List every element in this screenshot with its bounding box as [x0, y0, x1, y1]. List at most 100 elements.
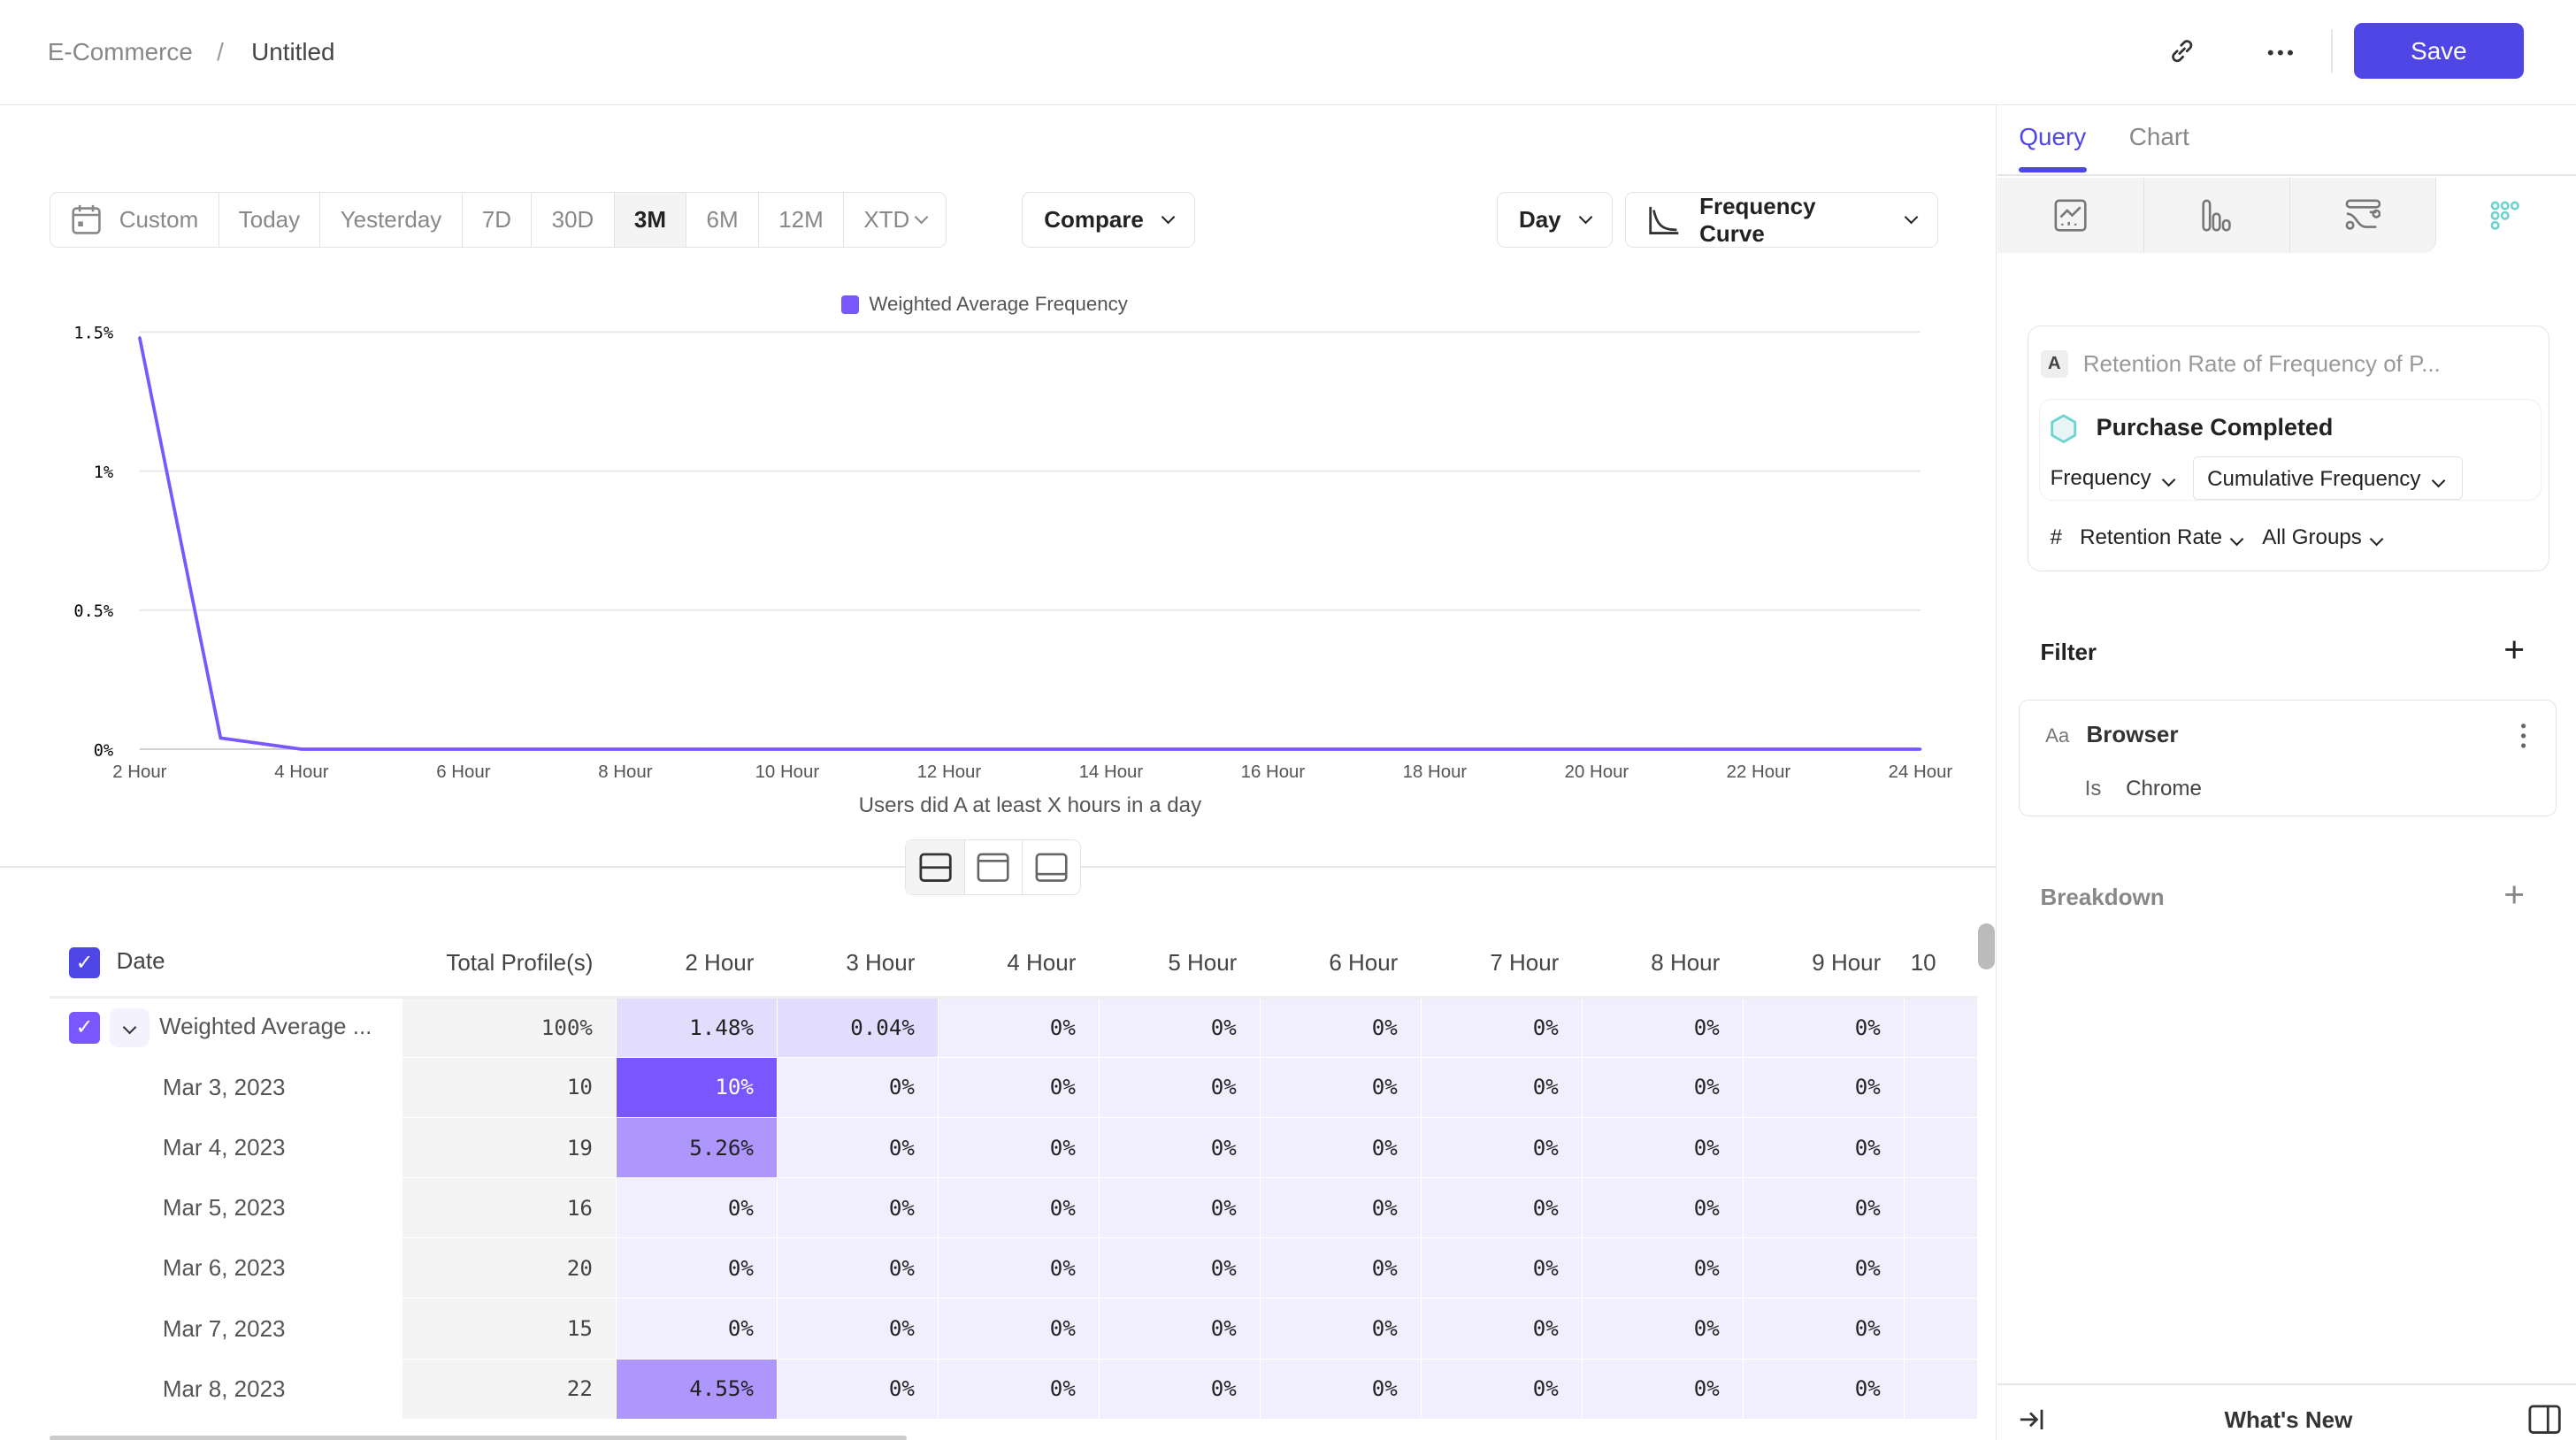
value-cell[interactable]: 0% [937, 1177, 1100, 1239]
value-cell[interactable]: 0% [615, 1177, 778, 1239]
breadcrumb-parent[interactable]: E-Commerce [47, 37, 193, 65]
data-point[interactable] [704, 747, 708, 751]
date-today-button[interactable]: Today [219, 193, 321, 248]
tab-query[interactable]: Query [2019, 123, 2087, 151]
filter-menu-icon[interactable] [2518, 723, 2528, 749]
value-cell[interactable]: 0% [615, 1298, 778, 1360]
value-cell[interactable] [1903, 1358, 1979, 1420]
compare-button[interactable]: Compare [1022, 192, 1196, 249]
value-cell[interactable]: 5.26% [615, 1117, 778, 1179]
value-cell[interactable]: 0% [937, 1358, 1100, 1420]
flows-tab[interactable] [2289, 177, 2437, 253]
legend-label[interactable]: Weighted Average Frequency [869, 292, 1128, 315]
table-row[interactable]: Mar 5, 2023 16 0% 0% 0% 0% 0% 0% 0% 0% [50, 1177, 1979, 1239]
value-cell[interactable]: 0% [1742, 1237, 1905, 1299]
column-header[interactable]: 7 Hour [1490, 948, 1560, 976]
filter-property[interactable]: Browser [2086, 721, 2179, 748]
layout-table-button[interactable] [1023, 840, 1080, 894]
data-point[interactable] [1028, 747, 1031, 751]
value-cell[interactable]: 0% [1420, 1117, 1583, 1179]
data-point[interactable] [1919, 747, 1922, 751]
value-cell[interactable]: 0% [1259, 1177, 1422, 1239]
value-cell[interactable]: 0% [1420, 1237, 1583, 1299]
events-tab[interactable] [2143, 177, 2290, 253]
value-cell[interactable] [1903, 1237, 1979, 1299]
metric-title[interactable]: Retention Rate of Frequency of P... [2082, 349, 2441, 377]
data-point[interactable] [380, 747, 384, 751]
value-cell[interactable]: 0% [937, 1237, 1100, 1299]
event-name[interactable]: Purchase Completed [2096, 413, 2334, 440]
date-6m-button[interactable]: 6M [686, 193, 759, 248]
value-cell[interactable] [1903, 1117, 1979, 1179]
value-cell[interactable]: 0% [1098, 1117, 1261, 1179]
value-cell[interactable]: 0% [1259, 996, 1422, 1058]
data-point[interactable] [786, 747, 789, 751]
chart-type-dropdown[interactable]: Frequency Curve [1624, 192, 1939, 249]
filter-operator[interactable]: Is [2084, 777, 2102, 801]
filter-card[interactable] [2019, 700, 2557, 816]
value-cell[interactable]: 0% [776, 1177, 939, 1239]
data-point[interactable] [300, 747, 303, 751]
data-point[interactable] [866, 747, 870, 751]
column-header[interactable]: 5 Hour [1168, 948, 1238, 976]
date-30d-button[interactable]: 30D [532, 193, 615, 248]
measure-dropdown[interactable]: Retention Rate [2080, 525, 2244, 550]
column-header[interactable]: 8 Hour [1651, 948, 1721, 976]
frequency-grid-icon[interactable] [2490, 201, 2526, 234]
value-cell[interactable] [1903, 1177, 1979, 1239]
column-header[interactable]: 3 Hour [846, 948, 916, 976]
data-point[interactable] [624, 747, 627, 751]
add-breakdown-icon[interactable]: + [2503, 873, 2526, 915]
filter-value[interactable]: Chrome [2126, 777, 2202, 801]
column-header[interactable]: Total Profile(s) [446, 948, 594, 976]
value-cell[interactable] [1903, 1298, 1979, 1360]
value-cell[interactable]: 0% [1420, 1056, 1583, 1119]
value-cell[interactable]: 0% [1742, 1177, 1905, 1239]
date-12m-button[interactable]: 12M [759, 193, 845, 248]
value-cell[interactable] [1903, 996, 1979, 1058]
value-cell[interactable]: 0% [937, 1298, 1100, 1360]
layout-split-button[interactable] [906, 839, 966, 895]
value-cell[interactable]: 0% [1742, 1056, 1905, 1119]
value-cell[interactable]: 0% [1098, 1056, 1261, 1119]
date-custom-button[interactable]: Custom [50, 193, 219, 248]
value-cell[interactable]: 0% [937, 1056, 1100, 1119]
value-cell[interactable]: 0% [1581, 1298, 1744, 1360]
value-cell[interactable]: 0% [1742, 1298, 1905, 1360]
value-cell[interactable]: 1.48% [615, 996, 778, 1058]
date-yesterday-button[interactable]: Yesterday [320, 193, 463, 248]
data-point[interactable] [1271, 747, 1275, 751]
value-cell[interactable]: 0% [1742, 996, 1905, 1058]
value-cell[interactable] [1903, 1056, 1979, 1119]
table-row[interactable]: Mar 8, 2023 22 4.55% 0% 0% 0% 0% 0% 0% 0% [50, 1358, 1979, 1420]
value-cell[interactable]: 0% [776, 1117, 939, 1179]
value-cell[interactable]: 0% [1420, 1298, 1583, 1360]
column-header[interactable]: 4 Hour [1007, 948, 1077, 976]
value-cell[interactable]: 0% [1098, 1358, 1261, 1420]
data-point[interactable] [1757, 747, 1760, 751]
value-cell[interactable]: 0% [1742, 1117, 1905, 1179]
column-header[interactable]: 10 [1910, 948, 1936, 976]
column-header[interactable]: ✓ Date [50, 930, 402, 997]
date-3m-button[interactable]: 3M [614, 193, 687, 248]
value-cell[interactable]: 0% [1581, 1358, 1744, 1420]
value-cell[interactable]: 0% [1259, 1117, 1422, 1179]
data-point[interactable] [1675, 747, 1679, 751]
value-cell[interactable]: 0% [1420, 996, 1583, 1058]
tab-chart[interactable]: Chart [2128, 123, 2189, 151]
value-cell[interactable]: 10% [615, 1056, 778, 1119]
groups-dropdown[interactable]: All Groups [2262, 525, 2384, 550]
value-cell[interactable]: 0% [615, 1237, 778, 1299]
value-cell[interactable]: 0% [776, 1056, 939, 1119]
vertical-scrollbar[interactable] [1977, 923, 1995, 969]
value-cell[interactable]: 0% [1581, 1117, 1744, 1179]
value-cell[interactable]: 0% [1259, 1237, 1422, 1299]
value-cell[interactable]: 0% [776, 1358, 939, 1420]
data-point[interactable] [1595, 747, 1598, 751]
whats-new-link[interactable]: What's New [2224, 1406, 2353, 1433]
select-all-checkbox[interactable]: ✓ [68, 946, 101, 979]
more-icon[interactable] [2267, 48, 2296, 57]
value-cell[interactable]: 0% [1259, 1298, 1422, 1360]
breadcrumb-current[interactable]: Untitled [251, 37, 335, 65]
data-point[interactable] [462, 747, 465, 751]
